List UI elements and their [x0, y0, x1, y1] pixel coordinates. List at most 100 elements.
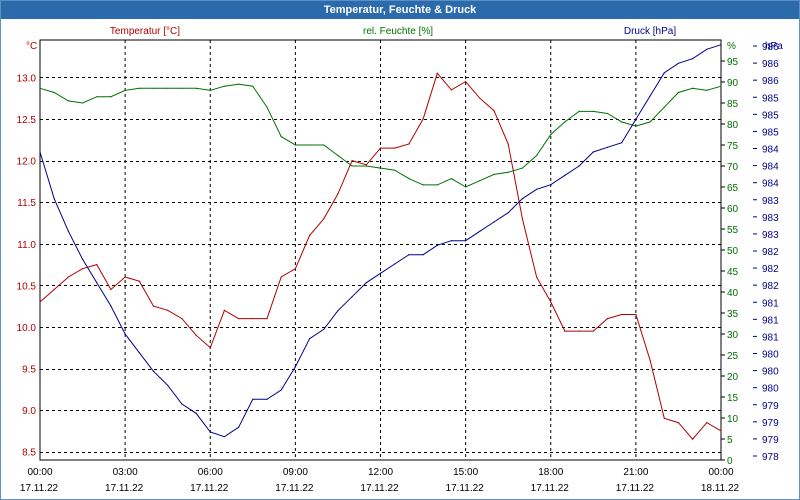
x-tick-date: 17.11.22 — [360, 483, 399, 494]
data-point-pressure — [323, 328, 325, 330]
data-point-pressure — [450, 240, 452, 242]
data-point-humidity — [706, 89, 708, 91]
data-point-pressure — [663, 72, 665, 74]
data-point-pressure — [521, 198, 524, 200]
data-point-pressure — [365, 282, 367, 284]
data-point-temperature — [606, 318, 609, 320]
data-point-temperature — [82, 268, 84, 270]
data-point-pressure — [209, 431, 211, 433]
data-point-pressure — [82, 258, 84, 260]
humidity-tick-label: 80 — [727, 120, 739, 131]
data-point-humidity — [238, 83, 240, 85]
humidity-tick-label: 5 — [727, 435, 733, 446]
data-point-temperature — [507, 143, 509, 145]
data-point-humidity — [167, 87, 169, 89]
x-tick-time: 15:00 — [453, 467, 478, 478]
humidity-axis-label: rel. Feuchte [%] — [363, 26, 433, 37]
data-point-humidity — [351, 165, 353, 167]
data-point-humidity — [408, 178, 410, 180]
data-point-temperature — [53, 288, 55, 291]
humidity-tick-label: 0 — [727, 456, 733, 467]
data-point-humidity — [692, 87, 694, 89]
data-point-temperature — [351, 160, 353, 162]
data-point-humidity — [621, 121, 623, 123]
data-point-pressure — [124, 333, 126, 335]
data-point-temperature — [592, 330, 594, 332]
data-point-humidity — [365, 165, 367, 167]
data-point-temperature — [422, 118, 424, 120]
data-point-pressure — [223, 436, 225, 438]
x-tick-time: 00:00 — [27, 467, 52, 478]
data-point-pressure — [252, 398, 254, 400]
humidity-tick-label: 70 — [727, 162, 739, 173]
pressure-tick-label: 986 — [762, 42, 779, 53]
data-point-humidity — [592, 110, 594, 112]
data-point-humidity — [578, 110, 580, 112]
data-point-pressure — [39, 151, 41, 153]
humidity-unit-label: % — [727, 41, 736, 52]
data-point-humidity — [507, 171, 509, 173]
data-point-pressure — [195, 412, 197, 414]
data-point-humidity — [606, 112, 609, 115]
data-point-temperature — [521, 218, 524, 220]
data-point-temperature — [280, 276, 282, 278]
data-point-pressure — [507, 212, 509, 214]
humidity-tick-label: 40 — [727, 288, 739, 299]
data-point-temperature — [379, 147, 382, 149]
series-lines — [39, 44, 722, 440]
x-tick-time: 18:00 — [538, 467, 563, 478]
temperature-tick-label: 12.0 — [17, 157, 37, 168]
data-point-pressure — [167, 384, 169, 386]
data-point-pressure — [294, 366, 296, 368]
window-title: Temperatur, Feuchte & Druck — [1, 1, 799, 19]
humidity-tick-label: 15 — [727, 393, 739, 404]
data-point-temperature — [294, 268, 296, 270]
data-point-pressure — [635, 118, 637, 120]
pressure-tick-label: 983 — [762, 230, 779, 241]
data-point-temperature — [635, 313, 637, 316]
data-point-temperature — [124, 276, 126, 278]
data-point-pressure — [96, 282, 98, 284]
temperature-tick-label: 9.0 — [22, 406, 36, 417]
data-point-humidity — [677, 91, 680, 94]
data-point-humidity — [294, 144, 296, 146]
humidity-tick-label: 45 — [727, 267, 739, 278]
data-point-temperature — [110, 288, 112, 291]
pressure-tick-label: 985 — [762, 127, 779, 138]
data-point-humidity — [195, 87, 197, 89]
data-point-humidity — [82, 102, 84, 104]
data-point-humidity — [280, 136, 282, 138]
data-point-pressure — [379, 272, 382, 274]
data-point-pressure — [720, 44, 722, 46]
pressure-tick-label: 981 — [762, 332, 779, 343]
data-point-humidity — [266, 106, 268, 108]
data-point-temperature — [252, 318, 254, 320]
data-point-pressure — [280, 389, 282, 391]
data-point-humidity — [379, 167, 382, 169]
temperature-tick-label: 11.5 — [17, 198, 36, 209]
humidity-tick-label: 85 — [727, 99, 739, 110]
humidity-tick-label: 25 — [727, 351, 739, 362]
data-point-humidity — [53, 91, 55, 94]
data-point-pressure — [677, 62, 680, 64]
data-point-pressure — [465, 240, 467, 242]
data-point-pressure — [238, 426, 240, 428]
data-point-temperature — [365, 164, 367, 166]
temperature-tick-label: 8.5 — [22, 448, 36, 459]
humidity-tick-label: 20 — [727, 372, 739, 383]
humidity-tick-label: 90 — [727, 78, 739, 89]
pressure-tick-label: 978 — [762, 452, 779, 463]
pressure-tick-label: 982 — [762, 281, 779, 292]
data-point-temperature — [692, 438, 694, 440]
data-point-humidity — [720, 85, 722, 87]
temperature-axis-label: Temperatur [°C] — [110, 26, 180, 37]
data-point-pressure — [550, 184, 552, 186]
pressure-tick-label: 982 — [762, 247, 779, 258]
data-point-humidity — [649, 121, 651, 123]
data-point-pressure — [309, 338, 311, 340]
temperature-tick-label: 10.0 — [17, 323, 37, 334]
pressure-tick-label: 981 — [762, 315, 779, 326]
data-point-temperature — [209, 347, 211, 349]
data-point-temperature — [394, 147, 396, 149]
